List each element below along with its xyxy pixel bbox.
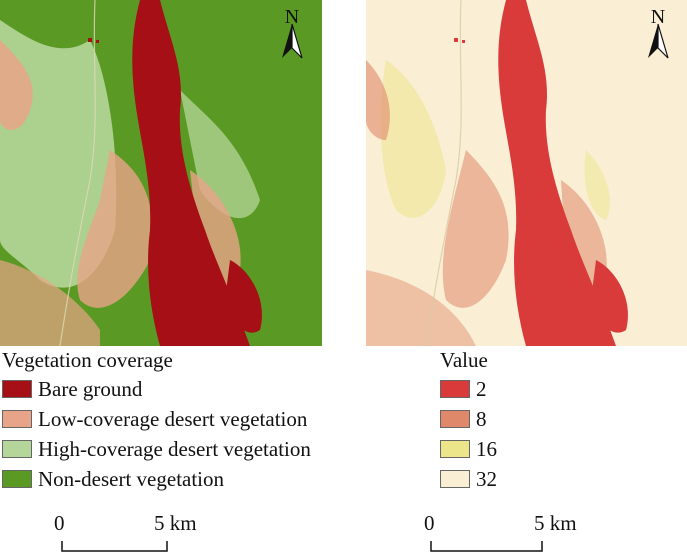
legend-swatch [440, 410, 470, 428]
legend-swatch [440, 470, 470, 488]
legend-item-low-coverage: Low-coverage desert vegetation [2, 404, 311, 434]
legend-label: 2 [476, 377, 487, 401]
scale-zero-label: 0 [54, 511, 65, 535]
vegetation-coverage-map: N [0, 0, 322, 346]
value8-area-west [366, 60, 390, 140]
legend-item-value-2: 2 [440, 374, 497, 404]
low-coverage-area-west [0, 40, 33, 130]
legend-swatch [2, 380, 32, 398]
bare-ground-dots [88, 38, 99, 43]
low-coverage-area-south [0, 260, 100, 346]
legend-title: Vegetation coverage [2, 348, 173, 372]
legend-item-non-desert: Non-desert vegetation [2, 464, 311, 494]
north-label: N [651, 6, 665, 28]
legend-swatch [2, 470, 32, 488]
value16-area-west [380, 60, 446, 218]
value-classification-map: N [366, 0, 687, 346]
scale-zero-label: 0 [424, 511, 435, 535]
legend-swatch [2, 410, 32, 428]
legend-swatch [440, 440, 470, 458]
legend-label: Low-coverage desert vegetation [38, 407, 308, 431]
legend-item-value-8: 8 [440, 404, 497, 434]
legend-label: Bare ground [38, 377, 143, 401]
scale-end-label: 5 km [534, 511, 577, 535]
value2-patch [591, 260, 628, 333]
scale-bar: 0 5 km [54, 511, 254, 552]
scale-bar: 0 5 km [424, 511, 624, 552]
value-legend: Value 2 8 16 32 [440, 346, 497, 494]
legend-title: Value [440, 348, 488, 372]
low-coverage-area-center [77, 150, 153, 308]
north-arrow: N [282, 6, 303, 59]
legend-item-high-coverage: High-coverage desert vegetation [2, 434, 311, 464]
legend-label: 8 [476, 407, 487, 431]
scale-bar-line [430, 541, 543, 552]
legend-item-value-32: 32 [440, 464, 497, 494]
legend-label: 16 [476, 437, 497, 461]
legend-swatch [440, 380, 470, 398]
vegetation-coverage-legend: Vegetation coverage Bare ground Low-cove… [2, 346, 311, 494]
legend-item-value-16: 16 [440, 434, 497, 464]
river-line [425, 0, 462, 346]
legend-label: High-coverage desert vegetation [38, 437, 311, 461]
bare-ground-corridor [132, 0, 250, 346]
river-line [59, 0, 96, 346]
value8-area-center [442, 150, 509, 308]
legend-swatch [2, 440, 32, 458]
value2-dots [454, 38, 465, 43]
bare-ground-patch [225, 260, 262, 333]
scale-bar-line [61, 541, 168, 552]
north-arrow: N [648, 6, 669, 59]
legend-label: Non-desert vegetation [38, 467, 225, 491]
value16-area-east [584, 150, 610, 220]
scale-end-label: 5 km [154, 511, 197, 535]
legend-item-bare-ground: Bare ground [2, 374, 311, 404]
value8-area-south [366, 270, 476, 346]
value2-corridor [498, 0, 616, 346]
north-label: N [285, 6, 299, 28]
legend-label: 32 [476, 467, 497, 491]
